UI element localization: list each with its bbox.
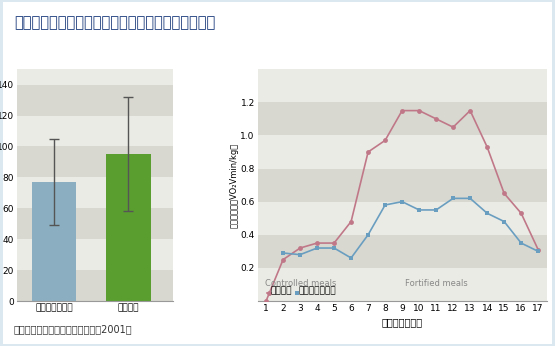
Text: 運動負荷時の酸素摂取量: 運動負荷時の酸素摂取量 bbox=[368, 51, 436, 61]
Bar bbox=[106, 154, 150, 301]
Bar bbox=[32, 182, 76, 301]
X-axis label: 測定時間（分）: 測定時間（分） bbox=[381, 317, 423, 327]
Bar bbox=[17, 85, 173, 116]
Text: Controlled meals: Controlled meals bbox=[265, 279, 337, 288]
Bar bbox=[17, 208, 173, 239]
Text: 【昭和女子大学　生活科学紀要　2001】: 【昭和女子大学 生活科学紀要 2001】 bbox=[14, 324, 133, 334]
Text: Fortified meals: Fortified meals bbox=[406, 279, 468, 288]
Text: 血清鉄への影響: 血清鉄への影響 bbox=[73, 51, 117, 61]
Bar bbox=[17, 270, 173, 301]
Y-axis label: 酸素摂取量（VO₂Vmin/kg）: 酸素摂取量（VO₂Vmin/kg） bbox=[230, 143, 239, 228]
Bar bbox=[258, 169, 547, 202]
Text: 乳化分散ピロリン酸第二鉄製剤の運動能力への影響: 乳化分散ピロリン酸第二鉄製剤の運動能力への影響 bbox=[14, 16, 215, 30]
Bar bbox=[258, 102, 547, 135]
Legend: 鉄強化食, コントロール食: 鉄強化食, コントロール食 bbox=[267, 285, 337, 296]
Bar bbox=[258, 235, 547, 268]
Bar bbox=[17, 146, 173, 177]
